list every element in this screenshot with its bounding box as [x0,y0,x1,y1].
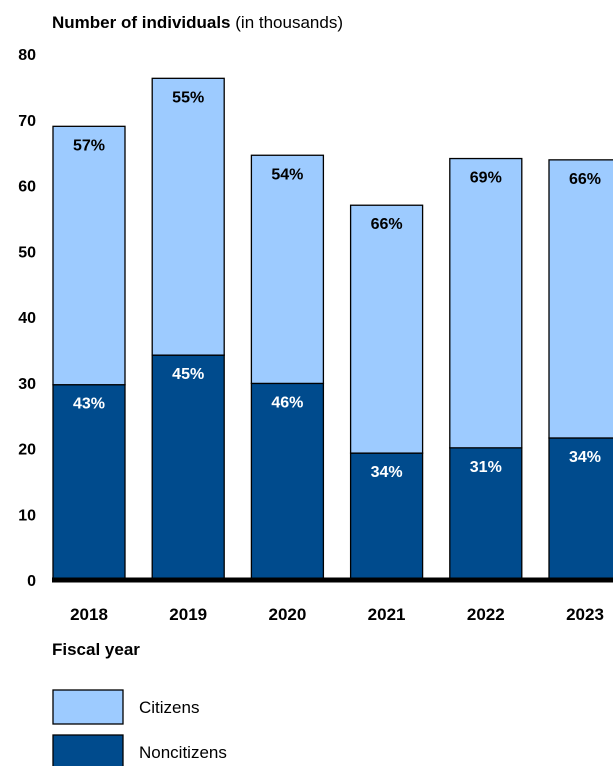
y-tick-label: 70 [18,113,36,130]
legend-label-citizens: Citizens [139,698,199,717]
y-tick-label: 0 [27,573,36,590]
citizens-bar-2020 [250,154,325,385]
y-tick-label: 40 [18,310,36,327]
citizens-share-label: 66% [569,171,601,188]
noncitizens-bar-2022 [449,447,523,581]
x-axis-tick-labels: 2018 2019 2020 2021 2022 2023 [70,605,604,624]
x-tick-label: 2019 [169,605,207,624]
y-tick-label: 60 [18,179,36,196]
legend-swatch-citizens [52,689,124,725]
chart-title-main: Number of individuals [52,13,231,32]
noncitizens-share-label: 31% [470,459,502,476]
noncitizens-bar-2021 [349,452,424,581]
chart-title-units: (in thousands) [231,13,343,32]
noncitizens-bar-2019 [151,354,225,581]
x-tick-label: 2018 [70,605,108,624]
citizens-share-label: 55% [172,89,204,106]
x-axis-title: Fiscal year [52,640,140,659]
citizens-share-label: 57% [73,137,105,154]
citizens-share-label: 54% [271,166,303,183]
legend: Citizens Noncitizens [52,689,227,766]
legend-swatch-noncitizens [52,734,124,766]
x-tick-label: 2021 [368,605,406,624]
bars-group [52,77,613,581]
citizens-share-label: 69% [470,170,502,187]
citizens-bar-2023 [548,159,613,439]
noncitizens-share-label: 43% [73,396,105,413]
citizens-bar-2019 [151,77,225,356]
chart-title: Number of individuals (in thousands) [52,13,343,32]
y-tick-label: 20 [18,442,36,459]
y-tick-label: 10 [18,507,36,524]
y-tick-label: 30 [18,376,36,393]
x-tick-label: 2022 [467,605,505,624]
noncitizens-bar-2020 [250,382,325,581]
y-tick-label: 50 [18,244,36,261]
noncitizens-bar-2018 [52,384,126,581]
x-tick-label: 2020 [268,605,306,624]
legend-label-noncitizens: Noncitizens [139,743,227,762]
y-tick-label: 80 [18,47,36,64]
y-axis-tick-labels: 0 10 20 30 40 50 60 70 80 [18,47,36,590]
noncitizens-share-label: 34% [569,449,601,466]
noncitizens-share-label: 34% [371,464,403,481]
citizens-bar-2018 [52,125,126,386]
noncitizens-share-label: 45% [172,366,204,383]
citizens-share-label: 66% [371,216,403,233]
citizens-bar-2022 [449,157,523,449]
x-tick-label: 2023 [566,605,604,624]
noncitizens-share-label: 46% [271,394,303,411]
bar-labels-group: 43% 57% 45% 55% 46% 54% 34% 66% 31% 69% 34% 66% [73,89,601,481]
citizens-bar-2021 [349,204,424,454]
